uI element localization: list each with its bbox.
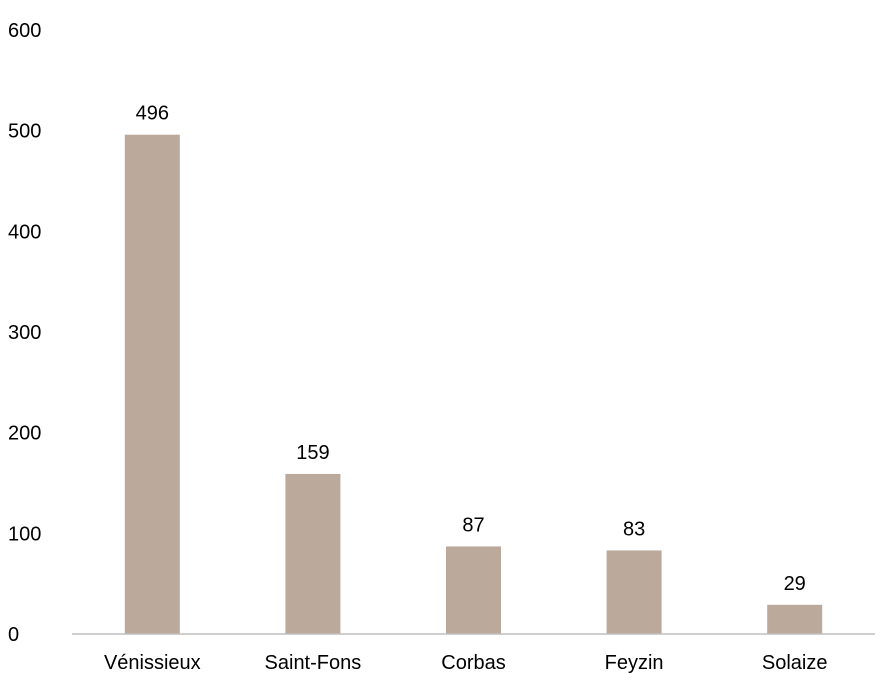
- y-tick-label: 200: [8, 423, 41, 445]
- y-tick-label: 500: [8, 121, 41, 143]
- y-tick-label: 100: [8, 523, 41, 545]
- bar: [606, 550, 662, 634]
- data-label: 29: [784, 573, 806, 595]
- y-tick-label: 300: [8, 322, 41, 344]
- data-label: 159: [296, 442, 329, 464]
- bar: [446, 546, 501, 634]
- y-tick-label: 600: [8, 20, 41, 42]
- x-tick-label: Saint-Fons: [265, 652, 362, 674]
- data-label: 83: [623, 518, 645, 540]
- x-tick-label: Vénissieux: [104, 652, 201, 674]
- y-tick-label: 400: [8, 221, 41, 243]
- data-label: 87: [462, 514, 484, 536]
- bar: [767, 604, 823, 634]
- x-tick-label: Feyzin: [605, 652, 664, 674]
- x-tick-label: Corbas: [441, 652, 505, 674]
- bar: [285, 473, 341, 634]
- bar: [124, 134, 180, 634]
- data-label: 496: [136, 103, 169, 125]
- x-tick-label: Solaize: [762, 652, 828, 674]
- y-tick-label: 0: [8, 624, 19, 646]
